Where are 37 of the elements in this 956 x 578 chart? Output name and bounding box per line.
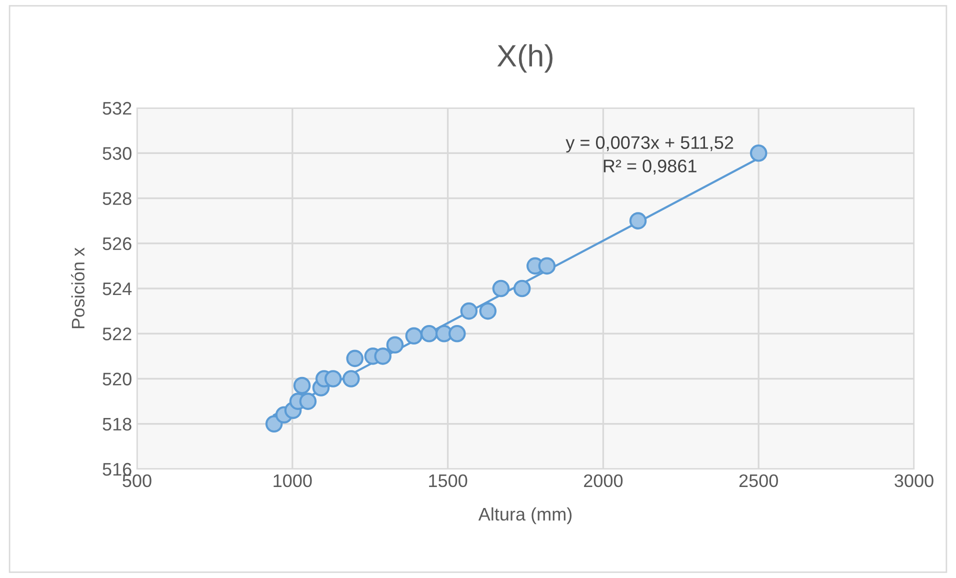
y-tick-label: 528	[102, 192, 132, 205]
x-tick-label: 3000	[894, 474, 934, 488]
x-axis-title: Altura (mm)	[478, 507, 572, 524]
annotation: R² = 0,9861	[604, 160, 696, 175]
y-tick-label: 532	[102, 102, 132, 115]
y-tick-label: 526	[102, 237, 132, 250]
point	[405, 327, 423, 345]
point	[492, 280, 510, 298]
x-tick-label: 500	[122, 474, 152, 488]
y-tick-label: 524	[102, 282, 132, 296]
y-tick-label: 518	[102, 418, 132, 431]
point	[342, 370, 360, 388]
annotation: y = 0,0073x + 511,52	[566, 136, 734, 153]
point	[420, 324, 438, 342]
point	[513, 280, 531, 298]
point	[448, 324, 466, 342]
point	[374, 348, 392, 365]
point	[538, 257, 556, 275]
y-tick-label: 530	[102, 147, 132, 160]
x-tick-label: 1000	[274, 474, 312, 488]
point	[750, 144, 768, 162]
point	[293, 376, 311, 394]
point	[629, 212, 647, 230]
point	[479, 302, 497, 320]
point	[460, 302, 478, 320]
x-tick-label: 2500	[739, 474, 778, 488]
point	[346, 350, 364, 368]
point	[324, 370, 342, 388]
point	[299, 392, 317, 410]
y-tick-label: 516	[102, 462, 132, 476]
y-tick-label: 520	[102, 372, 132, 386]
x-tick-label: 1500	[429, 474, 468, 488]
y-axis-title: Posición x	[71, 248, 85, 328]
x-tick-label: 2000	[584, 474, 623, 488]
point	[386, 336, 404, 354]
chart-title: X(h)	[497, 44, 552, 73]
y-tick-label: 522	[102, 328, 132, 340]
